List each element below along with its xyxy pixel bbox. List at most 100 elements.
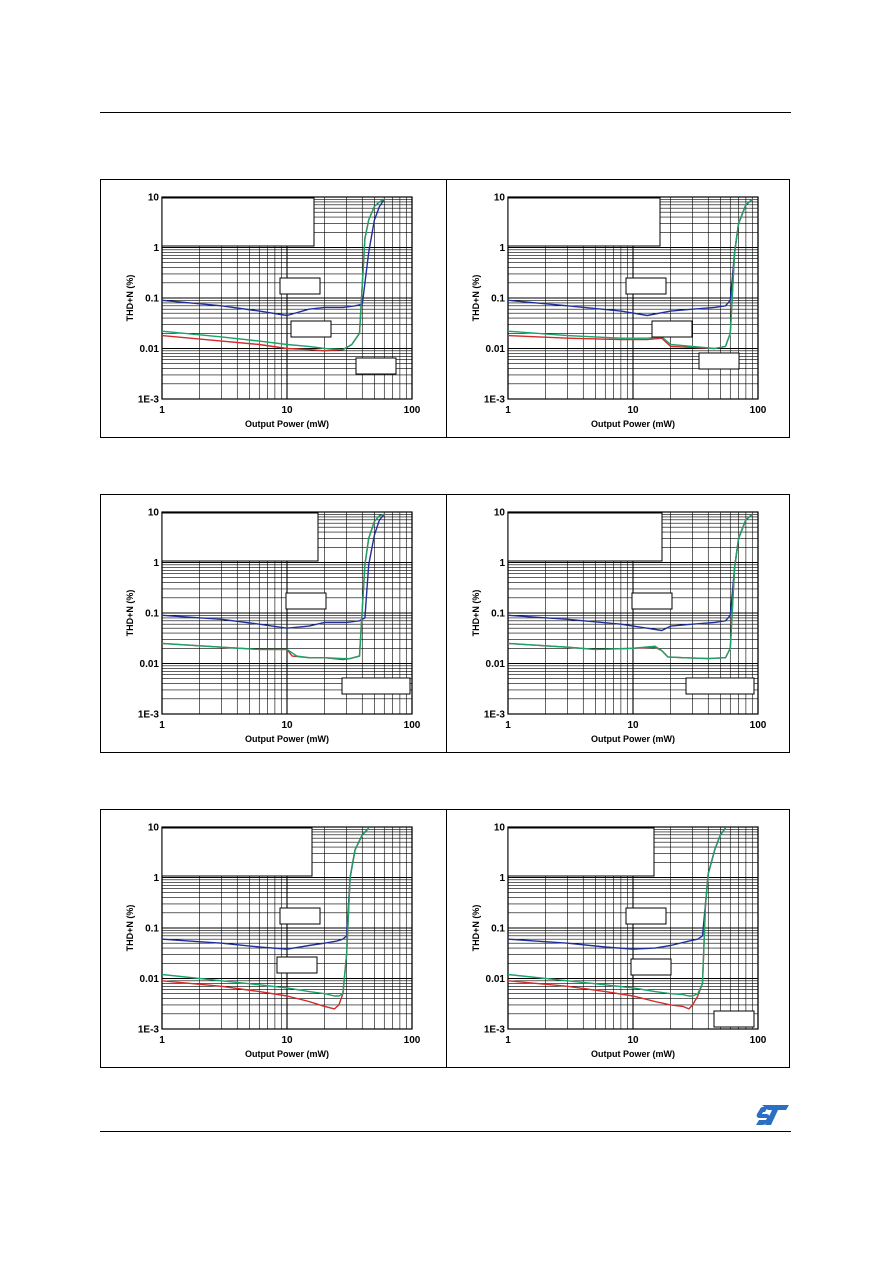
st-logo-icon <box>756 1105 789 1125</box>
series-line-2 <box>507 827 727 997</box>
y-tick-label: 1E-3 <box>138 395 160 406</box>
plot-frame <box>161 196 413 400</box>
annotation-box <box>698 352 740 370</box>
y-tick-label: 10 <box>148 508 160 519</box>
figure-row-2 <box>100 494 790 753</box>
x-axis-label: Output Power (mW) <box>245 734 329 744</box>
y-tick-label: 0.1 <box>145 924 159 935</box>
annotation-box <box>161 512 319 562</box>
y-tick-label: 1 <box>153 558 159 569</box>
chart-canvas: 1E-3 0.01 0.1 1 10 1 10 100 Output Power (mW) THD… <box>125 508 421 745</box>
x-axis-label: Output Power (mW) <box>591 1049 675 1059</box>
y-tick-label: 0.1 <box>145 294 159 305</box>
series-line-2 <box>507 513 753 660</box>
panel-divider <box>446 180 447 437</box>
y-axis-label: THD+N (%) <box>125 275 135 322</box>
x-tick-label: 10 <box>627 405 639 416</box>
x-axis-label: Output Power (mW) <box>591 734 675 744</box>
plot-frame <box>161 511 413 715</box>
x-tick-label: 100 <box>750 405 767 416</box>
y-tick-label: 0.1 <box>491 924 505 935</box>
annotation-box <box>161 827 313 877</box>
y-tick-label: 1 <box>499 243 505 254</box>
chart-canvas: 1E-3 0.01 0.1 1 10 1 10 100 Output Power (mW) THD… <box>125 823 421 1060</box>
chart-canvas: 1E-3 0.01 0.1 1 10 1 10 100 Output Power (mW) THD… <box>471 823 767 1060</box>
y-tick-label: 0.01 <box>486 659 506 670</box>
x-tick-label: 100 <box>750 720 767 731</box>
y-axis-label: THD+N (%) <box>125 590 135 637</box>
thd-chart-1: 1E-3 0.01 0.1 1 10 1 10 100 Output Power (mW) THD… <box>100 181 445 437</box>
y-tick-label: 10 <box>148 193 160 204</box>
x-tick-label: 100 <box>404 405 421 416</box>
thd-chart-2: 1E-3 0.01 0.1 1 10 1 10 100 Output Power (mW) THD… <box>446 181 791 437</box>
thd-chart-5: 1E-3 0.01 0.1 1 10 1 10 100 Output Power (mW) THD… <box>100 811 445 1067</box>
y-tick-label: 0.01 <box>486 974 506 985</box>
series-line-0 <box>161 513 385 629</box>
y-axis-label: THD+N (%) <box>471 905 481 952</box>
series-line-2 <box>161 198 385 351</box>
thd-chart-4: 1E-3 0.01 0.1 1 10 1 10 100 Output Power (mW) THD… <box>446 496 791 752</box>
x-tick-label: 100 <box>404 1035 421 1046</box>
annotation-box <box>507 197 661 247</box>
series-line-2 <box>507 198 753 350</box>
annotation-box <box>279 907 321 925</box>
x-tick-label: 10 <box>627 1035 639 1046</box>
panel-divider <box>446 495 447 752</box>
x-axis-label: Output Power (mW) <box>245 1049 329 1059</box>
plot-frame <box>507 826 759 1030</box>
plot-frame <box>507 196 759 400</box>
panel-divider <box>446 810 447 1067</box>
annotation-box <box>276 956 318 974</box>
annotation-box <box>355 357 397 375</box>
y-axis-label: THD+N (%) <box>471 275 481 322</box>
thd-chart-3: 1E-3 0.01 0.1 1 10 1 10 100 Output Power (mW) THD… <box>100 496 445 752</box>
plot-frame <box>161 826 413 1030</box>
chart-canvas: 1E-3 0.01 0.1 1 10 1 10 100 Output Power (mW) THD… <box>471 193 767 430</box>
x-tick-label: 10 <box>281 405 293 416</box>
x-axis-label: Output Power (mW) <box>591 419 675 429</box>
chart-canvas: 1E-3 0.01 0.1 1 10 1 10 100 Output Power (mW) THD… <box>471 508 767 745</box>
y-axis-label: THD+N (%) <box>471 590 481 637</box>
y-tick-label: 1 <box>499 558 505 569</box>
y-axis-label: THD+N (%) <box>125 905 135 952</box>
x-tick-label: 100 <box>750 1035 767 1046</box>
x-tick-label: 10 <box>281 720 293 731</box>
x-tick-label: 1 <box>505 1035 511 1046</box>
chart-canvas: 1E-3 0.01 0.1 1 10 1 10 100 Output Power (mW) THD… <box>125 193 421 430</box>
y-tick-label: 10 <box>494 508 506 519</box>
y-tick-label: 1E-3 <box>138 710 160 721</box>
x-tick-label: 10 <box>627 720 639 731</box>
y-tick-label: 1E-3 <box>484 710 506 721</box>
y-tick-label: 0.1 <box>491 609 505 620</box>
x-tick-label: 10 <box>281 1035 293 1046</box>
y-tick-label: 1 <box>499 873 505 884</box>
x-tick-label: 100 <box>404 720 421 731</box>
y-tick-label: 1E-3 <box>138 1025 160 1036</box>
y-tick-label: 0.1 <box>491 294 505 305</box>
x-tick-label: 1 <box>505 720 511 731</box>
annotation-box <box>290 320 332 338</box>
footer-rule <box>100 1131 791 1132</box>
x-tick-label: 1 <box>505 405 511 416</box>
y-tick-label: 0.01 <box>140 344 160 355</box>
y-tick-label: 0.01 <box>140 659 160 670</box>
y-tick-label: 0.01 <box>486 344 506 355</box>
y-tick-label: 0.01 <box>140 974 160 985</box>
x-tick-label: 1 <box>159 1035 165 1046</box>
annotation-box <box>285 592 327 610</box>
header-rule <box>100 112 791 113</box>
y-tick-label: 0.1 <box>145 609 159 620</box>
figure-row-3 <box>100 809 790 1068</box>
annotation-box <box>625 907 667 925</box>
y-tick-label: 10 <box>494 823 506 834</box>
annotation-box <box>685 677 755 695</box>
series-line-2 <box>161 827 370 997</box>
x-tick-label: 1 <box>159 720 165 731</box>
plot-frame <box>507 511 759 715</box>
series-line-0 <box>161 198 385 317</box>
figure-row-1 <box>100 179 790 438</box>
annotation-box <box>625 277 667 295</box>
thd-chart-6: 1E-3 0.01 0.1 1 10 1 10 100 Output Power (mW) THD… <box>446 811 791 1067</box>
y-tick-label: 1 <box>153 873 159 884</box>
y-tick-label: 1E-3 <box>484 1025 506 1036</box>
